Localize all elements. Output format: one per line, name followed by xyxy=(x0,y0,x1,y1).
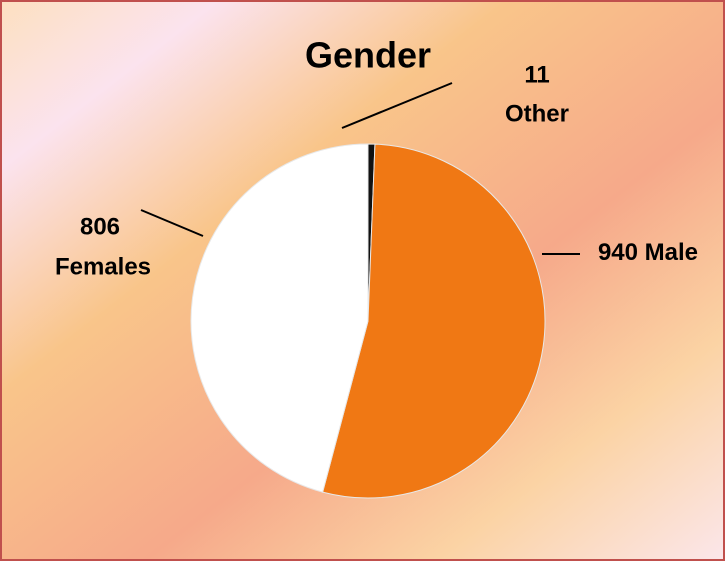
category-label: Females xyxy=(55,253,151,280)
data-label: 940 xyxy=(598,239,638,266)
chart-title: Gender xyxy=(305,35,431,76)
data-label: 806 xyxy=(80,213,120,240)
pie-slice xyxy=(190,143,369,493)
slice-label: 940 Male xyxy=(598,239,698,266)
leader-lines xyxy=(140,82,580,255)
category-label: Male xyxy=(645,239,698,266)
leader-line xyxy=(140,209,204,237)
data-label: 11 xyxy=(524,61,549,88)
pie xyxy=(190,143,546,499)
leader-line xyxy=(341,82,453,129)
pie-slice xyxy=(322,143,546,499)
category-label: Other xyxy=(505,100,569,127)
